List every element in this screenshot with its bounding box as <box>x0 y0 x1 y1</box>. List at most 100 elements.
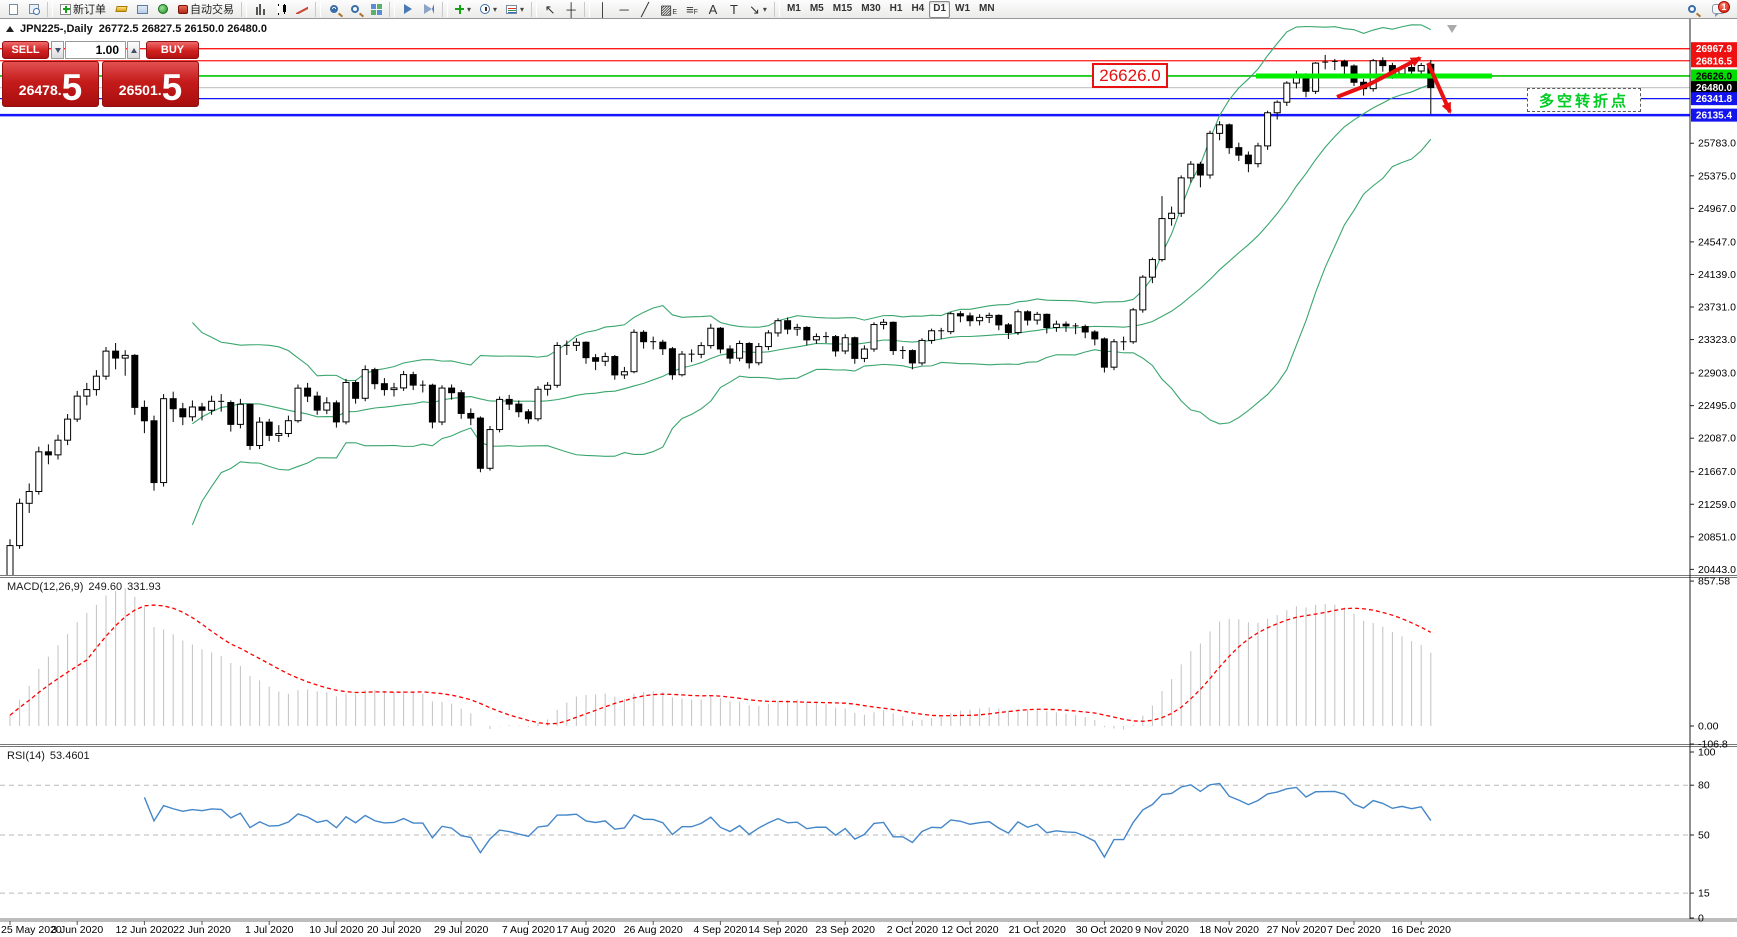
trend-arrow-down[interactable] <box>1426 62 1452 114</box>
crosshair-tool-button[interactable]: ┼ <box>561 1 581 18</box>
svg-text:16 Dec 2020: 16 Dec 2020 <box>1391 924 1451 936</box>
rsi-title: RSI(14) <box>7 750 45 762</box>
line-chart-type-button[interactable] <box>292 1 312 18</box>
template-icon <box>506 4 518 14</box>
dropdown-caret-icon[interactable]: ▾ <box>493 4 498 14</box>
scroll-marker-icon <box>1447 25 1457 33</box>
sell-price-display[interactable]: 26478. 5 <box>2 61 99 107</box>
timeframe-mn-button[interactable]: MN <box>975 1 999 18</box>
price-tag <box>1691 81 1737 95</box>
main-plot[interactable] <box>0 24 1690 591</box>
channel-icon-letter: E <box>672 8 678 16</box>
pivot-point-text-box[interactable]: 多空转折点 <box>1527 88 1641 112</box>
new-window-button[interactable] <box>3 1 23 18</box>
autotrade-button-label: 自动交易 <box>190 4 234 16</box>
sell-button[interactable]: SELL <box>2 41 49 59</box>
label-tool-button[interactable]: T <box>724 1 744 18</box>
buy-button[interactable]: BUY <box>146 41 199 59</box>
svg-text:25783.0: 25783.0 <box>1698 138 1736 150</box>
timeframe-m15-button[interactable]: M15 <box>829 1 856 18</box>
fibonacci-icon-letter: F <box>693 8 698 16</box>
svg-text:24139.0: 24139.0 <box>1698 269 1736 281</box>
svg-text:9 Nov 2020: 9 Nov 2020 <box>1135 924 1189 936</box>
dropdown-caret-icon[interactable]: ▾ <box>520 4 525 14</box>
horizontal-line-tool-button[interactable]: ─ <box>614 1 634 18</box>
channel-tool-button[interactable]: ▨ E <box>656 1 681 18</box>
indicators-button[interactable]: ▾ <box>451 1 475 18</box>
zoom-out-button[interactable] <box>345 1 365 18</box>
deposit-button[interactable] <box>111 1 131 18</box>
rsi-label: RSI(14) 53.4601 <box>7 750 90 762</box>
candles <box>6 54 1435 576</box>
new-order-button[interactable]: 新订单 <box>56 1 110 18</box>
tile-windows-button[interactable] <box>366 1 386 18</box>
arrows-tool-icon: ↘ <box>749 1 760 17</box>
svg-text:29 Jul 2020: 29 Jul 2020 <box>434 924 488 936</box>
volume-input[interactable] <box>65 41 126 59</box>
vertical-line-tool-button[interactable]: │ <box>593 1 613 18</box>
svg-text:26480.0: 26480.0 <box>1696 83 1733 94</box>
periods-button[interactable]: ▾ <box>476 1 501 18</box>
timeframe-h1-button[interactable]: H1 <box>886 1 907 18</box>
svg-text:26967.9: 26967.9 <box>1696 44 1733 55</box>
profiles-icon <box>29 4 40 15</box>
horizontal-line-icon: ─ <box>619 1 629 17</box>
macd-panel[interactable] <box>9 588 1432 730</box>
autotrade-button[interactable]: 自动交易 <box>174 1 238 18</box>
templates-button[interactable]: ▾ <box>502 1 528 18</box>
chart-shift-button[interactable] <box>419 1 439 18</box>
crosshair-icon: ┼ <box>566 1 576 17</box>
timeframe-m1-button[interactable]: M1 <box>783 1 805 18</box>
dropdown-caret-icon[interactable]: ▾ <box>467 4 472 14</box>
trend-arrow-up[interactable] <box>1336 56 1422 99</box>
shapes-tool-button[interactable]: ↘ ▾ <box>745 1 771 18</box>
fibonacci-tool-button[interactable]: ≡ F <box>682 1 702 18</box>
volume-decrease-button[interactable] <box>51 41 64 59</box>
timeframe-w1-button[interactable]: W1 <box>951 1 974 18</box>
timeframe-h4-button[interactable]: H4 <box>907 1 928 18</box>
price-callout-box[interactable]: 26626.0 <box>1092 63 1168 88</box>
collapse-trade-panel-icon[interactable] <box>6 26 14 32</box>
bollinger-lower <box>191 138 1432 526</box>
text-tool-button[interactable]: A <box>703 1 723 18</box>
candle-chart-type-button[interactable] <box>271 1 291 18</box>
svg-text:26135.4: 26135.4 <box>1696 111 1733 122</box>
timeframe-m5-button[interactable]: M5 <box>806 1 828 18</box>
rsi-panel[interactable] <box>0 782 1690 894</box>
macd-title: MACD(12,26,9) <box>7 581 84 593</box>
chat-button[interactable]: 1 <box>1708 1 1730 18</box>
fibonacci-icon: ≡ <box>686 1 694 17</box>
timeframe-label: M5 <box>809 3 824 14</box>
timeframe-m30-button[interactable]: M30 <box>857 1 884 18</box>
cursor-icon: ↖ <box>544 1 556 17</box>
bar-chart-type-button[interactable] <box>250 1 270 18</box>
signals-button[interactable] <box>153 1 173 18</box>
new-chart-icon <box>8 3 18 15</box>
volume-increase-button[interactable] <box>127 41 140 59</box>
svg-text:12 Oct 2020: 12 Oct 2020 <box>941 924 998 936</box>
zoom-in-button[interactable] <box>324 1 344 18</box>
dropdown-caret-icon[interactable]: ▾ <box>762 4 767 14</box>
buy-price-display[interactable]: 26501. 5 <box>102 61 199 107</box>
macd-signal-line <box>9 604 1432 725</box>
cursor-tool-button[interactable]: ↖ <box>540 1 560 18</box>
market-watch-button[interactable] <box>132 1 152 18</box>
chart-symbol: JPN225-,Daily <box>20 23 93 35</box>
toolbar-separator <box>584 1 591 17</box>
text-label-icon: T <box>730 1 738 17</box>
search-button[interactable] <box>1682 1 1702 18</box>
price-axis[interactable]: 25783.0 25375.0 24967.0 24547.0 24139.0 23731… <box>1690 42 1737 925</box>
svg-text:857.58: 857.58 <box>1698 576 1730 588</box>
channel-icon: ▨ <box>660 1 673 17</box>
trendline-tool-button[interactable]: ╱ <box>635 1 655 18</box>
chat-bubble-icon: 1 <box>1712 1 1730 17</box>
svg-text:0: 0 <box>1698 913 1704 925</box>
timeframe-d1-button[interactable]: D1 <box>929 0 951 18</box>
price-tag <box>1691 108 1737 122</box>
auto-scroll-button[interactable] <box>398 1 418 18</box>
signal-icon <box>158 4 168 14</box>
monitor-icon <box>136 4 148 14</box>
profiles-button[interactable] <box>24 1 44 18</box>
